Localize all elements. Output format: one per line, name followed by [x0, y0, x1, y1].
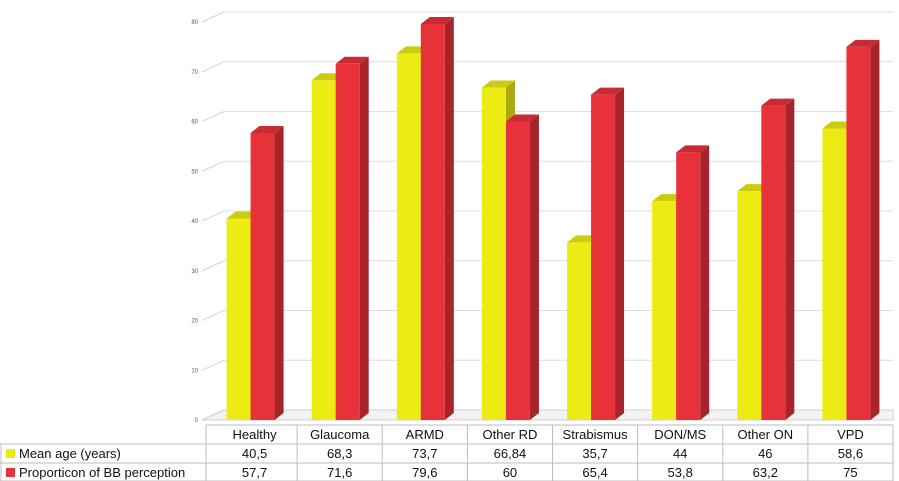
bar-front	[311, 80, 336, 421]
bar-top	[250, 125, 284, 133]
gridline-depth	[201, 359, 225, 371]
legend-swatch	[6, 449, 15, 458]
bar-side	[870, 39, 880, 420]
bar-front	[567, 242, 592, 420]
gridline-depth	[201, 11, 225, 23]
bar-front	[591, 94, 616, 420]
data-label: 63,2	[753, 465, 778, 480]
bar-front	[676, 152, 701, 420]
bar-front	[761, 105, 786, 420]
data-label: 73,7	[412, 446, 437, 461]
bar	[846, 39, 880, 420]
bar	[335, 56, 369, 420]
bar-top	[481, 80, 515, 88]
category-label: DON/MS	[654, 427, 706, 442]
bar	[420, 16, 454, 421]
y-tick-label: 50	[191, 169, 198, 175]
bar-side	[615, 87, 625, 420]
y-tick-label: 0	[195, 418, 199, 424]
bar-front	[396, 53, 421, 420]
bar-top	[846, 39, 880, 47]
bar-front	[737, 191, 762, 420]
y-axis: 0 10 20 30 40 50 60 70 80	[191, 20, 198, 424]
data-label: 58,6	[838, 446, 863, 461]
bar-front	[822, 128, 847, 420]
category-label: Glaucoma	[310, 427, 370, 442]
legend-swatch	[6, 468, 15, 477]
category-label: Strabismus	[563, 427, 629, 442]
data-label: 79,6	[412, 465, 437, 480]
bar-side	[274, 125, 284, 420]
gridline-depth	[201, 61, 225, 73]
bar-front	[420, 23, 445, 421]
legend-label: Proporticon of BB perception	[19, 465, 185, 480]
data-label: 60	[503, 465, 517, 480]
bar-front	[226, 218, 251, 420]
category-label: Other ON	[738, 427, 794, 442]
bar-side	[359, 56, 369, 420]
data-label: 71,6	[327, 465, 352, 480]
data-label: 40,5	[242, 446, 267, 461]
data-label: 35,7	[582, 446, 607, 461]
category-label: Other RD	[482, 427, 537, 442]
data-label: 57,7	[242, 465, 267, 480]
y-tick-label: 80	[191, 20, 198, 26]
bar-front	[481, 87, 506, 420]
y-tick-label: 30	[191, 269, 198, 275]
bar	[761, 98, 795, 420]
bar-top	[420, 16, 454, 24]
bar	[676, 145, 710, 420]
bar	[591, 87, 625, 420]
gridline-depth	[201, 210, 225, 222]
data-label: 66,84	[494, 446, 527, 461]
legend-label: Mean age (years)	[19, 446, 121, 461]
data-label: 65,4	[582, 465, 607, 480]
data-label: 75	[843, 465, 857, 480]
gridline-depth	[201, 260, 225, 272]
category-label: VPD	[837, 427, 864, 442]
bar-front	[652, 201, 677, 420]
y-tick-label: 10	[191, 368, 198, 374]
bar	[250, 125, 284, 420]
bar-front	[846, 46, 871, 420]
bar-front	[335, 63, 360, 420]
bar-side	[444, 16, 454, 421]
data-label: 44	[673, 446, 687, 461]
bar-top	[676, 145, 710, 153]
data-label: 46	[758, 446, 772, 461]
bar	[505, 114, 539, 420]
bar-top	[335, 56, 369, 64]
gridline-depth	[201, 160, 225, 172]
bar-side	[529, 114, 539, 420]
y-tick-label: 40	[191, 219, 198, 225]
bar-top	[591, 87, 625, 95]
bar-side	[785, 98, 795, 420]
bar-top	[761, 98, 795, 106]
category-label: Healthy	[233, 427, 278, 442]
category-label: ARMD	[406, 427, 444, 442]
bar-front	[250, 132, 275, 420]
bar-top	[505, 114, 539, 122]
bar-front	[505, 121, 530, 420]
bars	[226, 16, 880, 421]
gridline-depth	[201, 111, 225, 122]
data-table: Healthy Glaucoma ARMD Other RD Strabismus DON…	[0, 424, 894, 481]
y-tick-label: 60	[191, 120, 198, 126]
data-label: 53,8	[668, 465, 693, 480]
data-label: 68,3	[327, 446, 352, 461]
y-tick-label: 70	[191, 70, 198, 76]
bar-side	[700, 145, 710, 420]
gridline-depth	[201, 310, 225, 321]
y-tick-label: 20	[191, 319, 198, 325]
